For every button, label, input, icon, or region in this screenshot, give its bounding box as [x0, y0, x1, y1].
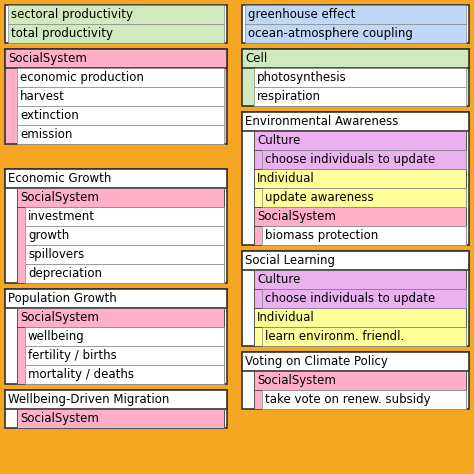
Bar: [254, 207, 466, 226]
Bar: [262, 226, 466, 245]
Bar: [245, 24, 466, 43]
Text: biomass protection: biomass protection: [265, 229, 378, 242]
Bar: [254, 371, 466, 390]
Bar: [242, 5, 469, 43]
Bar: [17, 308, 224, 327]
Bar: [262, 289, 466, 308]
Bar: [25, 327, 224, 346]
Bar: [8, 5, 224, 24]
Bar: [17, 409, 224, 428]
Bar: [262, 188, 466, 207]
Bar: [17, 125, 224, 144]
Bar: [254, 207, 466, 245]
Bar: [17, 188, 224, 283]
Bar: [5, 390, 227, 428]
Text: Culture: Culture: [257, 273, 301, 286]
Bar: [17, 308, 224, 384]
Text: learn environm. friendl.: learn environm. friendl.: [265, 330, 404, 343]
Bar: [242, 251, 469, 270]
Bar: [5, 49, 227, 144]
Text: investment: investment: [28, 210, 95, 223]
Bar: [242, 49, 469, 106]
Bar: [25, 207, 224, 226]
Bar: [262, 327, 466, 346]
Bar: [5, 5, 227, 43]
Bar: [17, 409, 224, 428]
Text: sectoral productivity: sectoral productivity: [11, 8, 133, 21]
Bar: [254, 308, 466, 346]
Text: choose individuals to update: choose individuals to update: [265, 153, 435, 166]
Text: Population Growth: Population Growth: [8, 292, 117, 305]
Bar: [242, 49, 469, 68]
Bar: [242, 352, 469, 409]
Bar: [242, 352, 469, 371]
Bar: [25, 365, 224, 384]
Text: SocialSystem: SocialSystem: [20, 311, 99, 324]
Bar: [25, 346, 224, 365]
Text: update awareness: update awareness: [265, 191, 374, 204]
Bar: [25, 245, 224, 264]
Text: Individual: Individual: [257, 172, 315, 185]
Text: total productivity: total productivity: [11, 27, 113, 40]
Text: mortality / deaths: mortality / deaths: [28, 368, 134, 381]
Bar: [5, 169, 227, 283]
Bar: [242, 112, 469, 245]
Text: Culture: Culture: [257, 134, 301, 147]
Bar: [5, 169, 227, 188]
Text: SocialSystem: SocialSystem: [8, 52, 87, 65]
Bar: [242, 251, 469, 346]
Text: respiration: respiration: [257, 90, 321, 103]
Bar: [254, 169, 466, 188]
Bar: [17, 188, 224, 207]
Text: SocialSystem: SocialSystem: [20, 412, 99, 425]
Bar: [5, 49, 227, 68]
Bar: [5, 390, 227, 409]
Text: Economic Growth: Economic Growth: [8, 172, 111, 185]
Bar: [242, 112, 469, 131]
Bar: [254, 371, 466, 409]
Text: Individual: Individual: [257, 311, 315, 324]
Text: economic production: economic production: [20, 71, 144, 84]
Text: Cell: Cell: [245, 52, 267, 65]
Text: SocialSystem: SocialSystem: [20, 191, 99, 204]
Text: growth: growth: [28, 229, 69, 242]
Text: Environmental Awareness: Environmental Awareness: [245, 115, 398, 128]
Text: ocean-atmosphere coupling: ocean-atmosphere coupling: [248, 27, 413, 40]
Bar: [254, 131, 466, 150]
Text: SocialSystem: SocialSystem: [257, 210, 336, 223]
Text: photosynthesis: photosynthesis: [257, 71, 347, 84]
Bar: [254, 68, 466, 87]
Bar: [254, 131, 466, 169]
Bar: [5, 289, 227, 384]
Bar: [25, 226, 224, 245]
Text: choose individuals to update: choose individuals to update: [265, 292, 435, 305]
Bar: [254, 270, 466, 308]
Text: Social Learning: Social Learning: [245, 254, 335, 267]
Bar: [17, 68, 224, 87]
Text: wellbeing: wellbeing: [28, 330, 85, 343]
Bar: [17, 106, 224, 125]
Text: greenhouse effect: greenhouse effect: [248, 8, 356, 21]
Bar: [25, 264, 224, 283]
Text: extinction: extinction: [20, 109, 79, 122]
Bar: [254, 87, 466, 106]
Bar: [254, 169, 466, 207]
Bar: [5, 289, 227, 308]
Text: emission: emission: [20, 128, 73, 141]
Bar: [17, 87, 224, 106]
Text: take vote on renew. subsidy: take vote on renew. subsidy: [265, 393, 430, 406]
Bar: [254, 270, 466, 289]
Bar: [262, 150, 466, 169]
Bar: [262, 390, 466, 409]
Bar: [254, 308, 466, 327]
Text: spillovers: spillovers: [28, 248, 84, 261]
Text: Voting on Climate Policy: Voting on Climate Policy: [245, 355, 388, 368]
Text: harvest: harvest: [20, 90, 65, 103]
Text: SocialSystem: SocialSystem: [257, 374, 336, 387]
Bar: [245, 5, 466, 24]
Text: fertility / births: fertility / births: [28, 349, 117, 362]
Bar: [8, 24, 224, 43]
Text: Wellbeing-Driven Migration: Wellbeing-Driven Migration: [8, 393, 169, 406]
Text: depreciation: depreciation: [28, 267, 102, 280]
